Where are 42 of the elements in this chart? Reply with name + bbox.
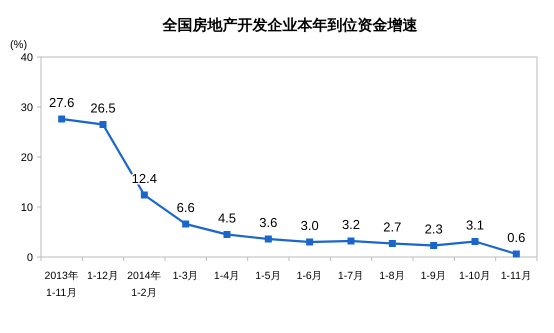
data-label: 4.5 <box>218 210 236 226</box>
point <box>306 238 314 246</box>
point <box>140 192 148 198</box>
data-label: 6.6 <box>176 200 195 215</box>
point <box>472 238 478 245</box>
point <box>224 231 230 238</box>
point <box>58 116 66 122</box>
y-axis-title: (%) <box>10 39 28 51</box>
x-tick-label: 1-5月 <box>255 270 282 282</box>
point <box>348 238 354 244</box>
data-label: 2.3 <box>424 222 443 236</box>
data-label: 3.2 <box>342 217 360 232</box>
data-label: 3.1 <box>466 218 484 232</box>
y-tick-label: 30 <box>20 102 33 114</box>
point <box>430 242 438 249</box>
x-tick-label: 1-6月 <box>296 270 323 282</box>
y-tick-label: 0 <box>26 252 33 264</box>
data-label: 26.5 <box>90 100 116 116</box>
x-tick-label: 1-10月 <box>458 270 492 282</box>
point <box>512 250 520 258</box>
y-tick-label: 20 <box>20 152 33 164</box>
x-tick-label: 1-7月 <box>338 270 364 282</box>
data-label: 0.6 <box>507 230 526 245</box>
point <box>264 236 272 242</box>
x-tick-label: 1-9月 <box>420 270 447 282</box>
chart-title: 全国房地产开发企业本年到位资金增速 <box>162 16 418 34</box>
y-tick-label: 40 <box>20 52 33 64</box>
x-tick-label: 2014年 1-2月 <box>127 270 162 299</box>
x-tick-label: 1-11月 <box>500 270 532 282</box>
data-label: 27.6 <box>49 95 74 110</box>
x-tick-label: 2013年 1-11月 <box>44 270 79 299</box>
point <box>388 240 396 247</box>
data-label: 3.0 <box>300 218 319 233</box>
data-label: 2.7 <box>383 220 402 234</box>
x-tick-label: 1-4月 <box>214 270 240 282</box>
x-tick-label: 1-12月 <box>86 270 120 282</box>
data-label: 3.6 <box>259 215 278 230</box>
point <box>182 220 190 228</box>
x-tick-label: 1-8月 <box>379 270 406 282</box>
y-tick-label: 10 <box>20 202 33 214</box>
x-tick-label: 1-3月 <box>172 270 199 282</box>
point <box>100 121 106 128</box>
